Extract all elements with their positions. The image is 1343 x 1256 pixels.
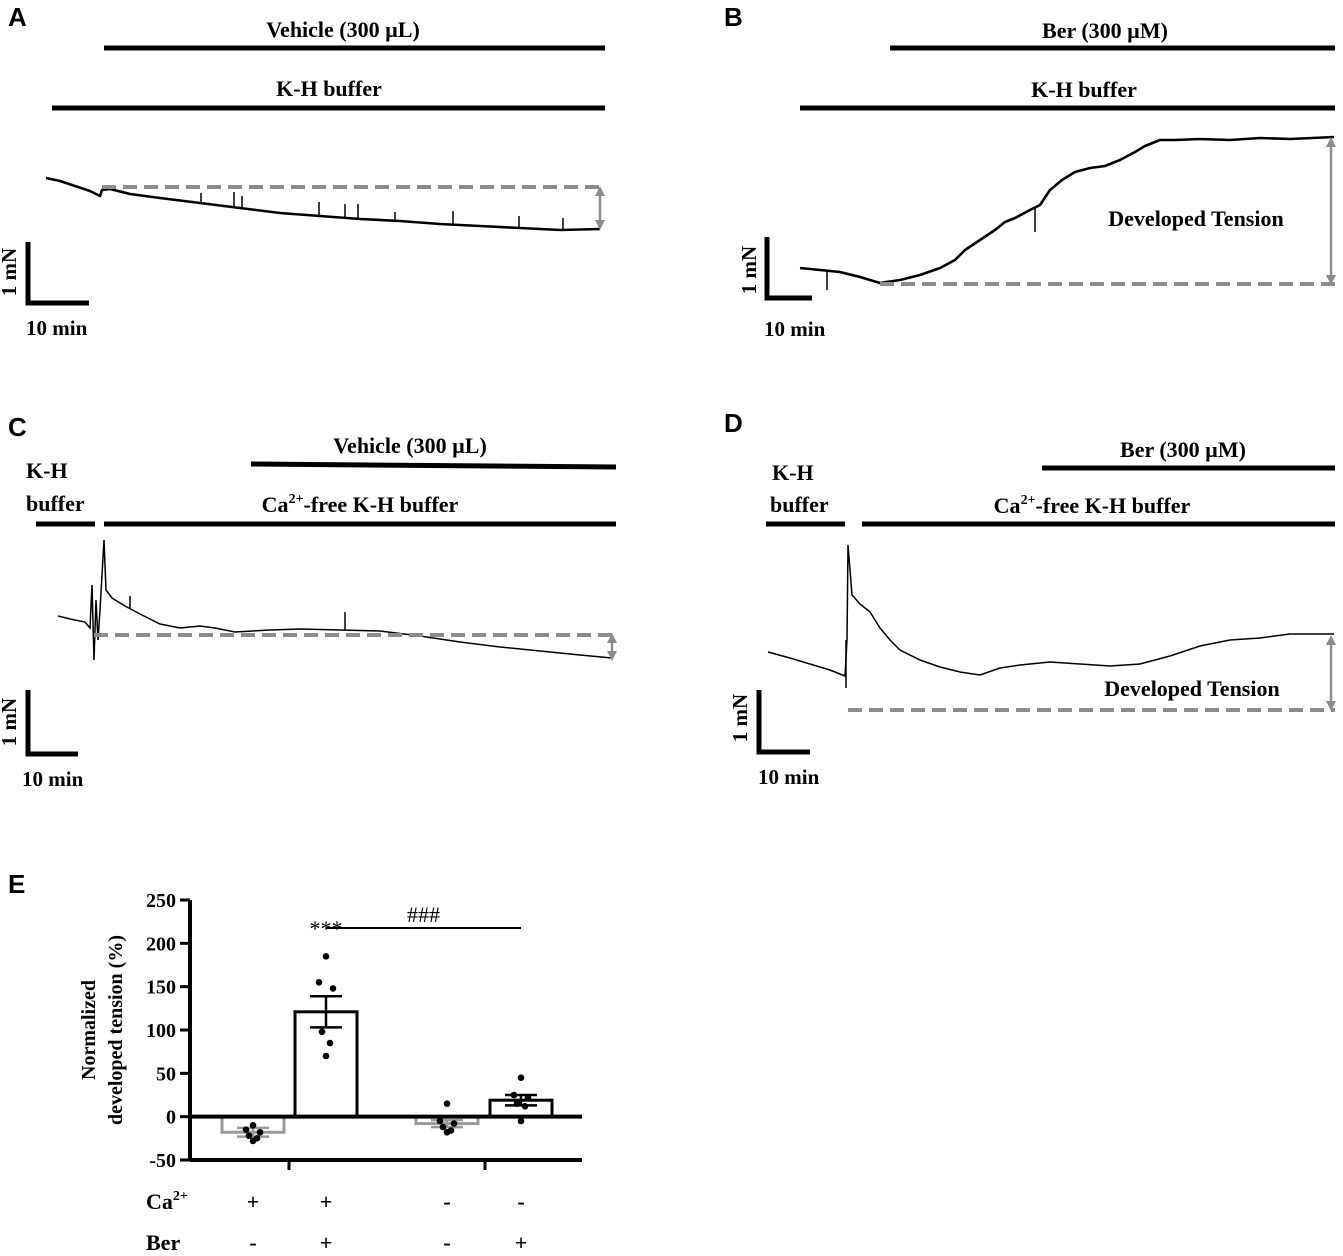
ber-condition-3: - [443, 1230, 450, 1255]
y-axis-title-line1: Normalized [78, 980, 100, 1080]
scale-bar-a [25, 242, 89, 306]
data-point [443, 1128, 451, 1136]
y-tick-label: 50 [156, 1063, 176, 1085]
row-label-ca: Ca2+ [146, 1189, 188, 1214]
ber-condition-2: + [320, 1230, 333, 1255]
scale-y-label-b: 1 mN [737, 246, 761, 294]
tension-trace-c [57, 539, 613, 661]
scale-bar-b [764, 237, 812, 301]
ca-condition-2: + [320, 1189, 333, 1214]
scale-x-label-c: 10 min [22, 767, 84, 791]
data-point [436, 1117, 444, 1125]
data-point [439, 1123, 447, 1131]
panel-letter-b: B [724, 2, 743, 32]
tension-trace-b [799, 135, 1335, 285]
scale-x-label-b: 10 min [764, 317, 826, 341]
data-point [318, 1028, 326, 1036]
y-tick-label: -50 [149, 1150, 176, 1172]
data-point [326, 1039, 334, 1047]
data-point [510, 1091, 518, 1099]
pre-buffer-label-d-line2: buffer [770, 492, 829, 517]
pre-buffer-label-c-line1: K-H [26, 458, 68, 483]
ca-free-buffer-label-d: Ca2+-free K-H buffer [994, 493, 1191, 518]
data-point [322, 953, 330, 960]
ber-condition-1: - [249, 1230, 256, 1255]
y-tick-label: 100 [146, 1020, 176, 1042]
trace-spikes-c [129, 596, 346, 630]
row-label-ber: Ber [146, 1230, 180, 1255]
data-point [524, 1094, 532, 1101]
data-point [329, 985, 337, 992]
y-axis-title-line2: developed tension (%) [105, 935, 127, 1125]
buffer-label-b: K-H buffer [1031, 77, 1137, 102]
errorbars-layer [237, 994, 537, 1138]
vehicle-label-a: Vehicle (300 µL) [266, 17, 420, 42]
buffer-label-a: K-H buffer [276, 76, 382, 101]
panel-c: C Vehicle (300 µL) K-H buffer Ca2+-free … [0, 412, 617, 791]
scale-x-label-d: 10 min [758, 765, 820, 789]
trace-spikes-b [826, 207, 1036, 290]
scale-y-label-a: 1 mN [0, 248, 21, 296]
data-point [245, 1132, 253, 1140]
data-point [242, 1126, 250, 1133]
data-point [249, 1122, 257, 1129]
panel-a: A Vehicle (300 µL) K-H buffer 1 mN 10 mi… [0, 2, 605, 340]
data-point [322, 1052, 330, 1060]
y-tick-label: 150 [146, 977, 176, 999]
panel-d: D Ber (300 µM) K-H buffer Ca2+-free K-H … [724, 408, 1336, 789]
data-point [249, 1137, 257, 1145]
panel-e-bar-chart: E Normalized developed tension (%) -50 0 5… [8, 869, 582, 1255]
pre-buffer-label-d-line1: K-H [772, 460, 814, 485]
data-point [315, 979, 323, 986]
ber-label-b: Ber (300 µM) [1042, 18, 1168, 43]
comparison-label: ### [407, 902, 440, 927]
data-point [256, 1128, 264, 1136]
scale-y-label-c: 1 mN [0, 698, 21, 746]
scale-bar-d [756, 690, 810, 755]
bars-layer [220, 1010, 554, 1134]
scale-y-label-d: 1 mN [728, 694, 752, 742]
panel-letter-e: E [8, 869, 25, 899]
ca-condition-4: - [517, 1189, 524, 1214]
vehicle-label-c: Vehicle (300 µL) [333, 433, 487, 458]
y-tick-label: 200 [146, 933, 176, 955]
scale-x-label-a: 10 min [26, 316, 88, 340]
tension-trace-d [767, 544, 1334, 678]
data-point [443, 1100, 451, 1107]
developed-tension-label-b: Developed Tension [1108, 206, 1283, 231]
trace-spikes-a [200, 192, 564, 230]
panel-letter-c: C [8, 412, 27, 442]
ber-label-d: Ber (300 µM) [1120, 437, 1246, 462]
ca-condition-3: - [443, 1189, 450, 1214]
vehicle-bar-c [250, 461, 617, 470]
panel-letter-a: A [8, 2, 27, 32]
panel-letter-d: D [724, 408, 743, 438]
data-point [517, 1074, 525, 1081]
y-axis: -50 0 50 100 150 200 250 [146, 890, 582, 1172]
ca-free-buffer-label-c: Ca2+-free K-H buffer [262, 492, 459, 517]
pre-buffer-label-c-line2: buffer [26, 491, 85, 516]
y-tick-label: 250 [146, 890, 176, 912]
annotation-layer: ***### [310, 902, 521, 941]
condition-rows: Ca2+ Ber + - + + - - - + [146, 1189, 527, 1255]
ber-condition-4: + [515, 1230, 528, 1255]
data-point [517, 1117, 525, 1125]
data-point [521, 1102, 529, 1110]
ca-condition-1: + [247, 1189, 260, 1214]
data-point [513, 1100, 521, 1107]
y-tick-label: 0 [166, 1107, 176, 1129]
points-layer [242, 953, 532, 1145]
developed-tension-label-d: Developed Tension [1104, 676, 1279, 701]
panel-b: B Ber (300 µM) K-H buffer Developed Tens… [724, 2, 1336, 341]
tension-trace-a [45, 176, 601, 232]
data-point [450, 1120, 458, 1127]
scale-bar-c [25, 690, 78, 757]
